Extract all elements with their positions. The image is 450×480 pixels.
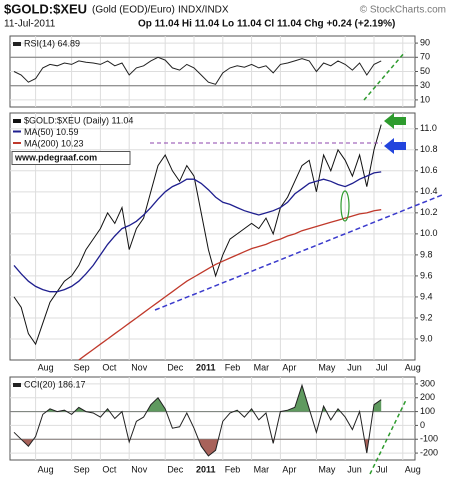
series-line (13, 124, 382, 346)
x-tick-label: Aug (38, 464, 54, 474)
x-tick-label: Aug (405, 464, 421, 474)
y-tick-label: 70 (420, 52, 430, 62)
legend-label: RSI(14) 64.89 (24, 38, 80, 48)
x-tick-label: 2011 (196, 464, 216, 474)
x-tick-label: Jul (376, 362, 388, 372)
trend-line (154, 194, 443, 311)
y-tick-label: 9.0 (420, 333, 433, 343)
legend-label: MA(50) 10.59 (24, 127, 79, 137)
y-tick-label: 9.2 (420, 312, 433, 322)
x-tick-label: Dec (167, 464, 184, 474)
instrument-name: (Gold (EOD)/Euro) (92, 5, 175, 16)
series-line (78, 209, 382, 360)
y-tick-label: 300 (420, 378, 435, 388)
y-tick-label: 10.8 (420, 144, 438, 154)
y-tick-label: 10.6 (420, 165, 438, 175)
x-tick-label: Apr (282, 464, 296, 474)
y-tick-label: 30 (420, 80, 430, 90)
x-tick-label: Feb (225, 464, 241, 474)
annotation: www.pdegraaf.com (14, 152, 97, 162)
legend-swatch (13, 42, 21, 46)
blue-arrow (384, 138, 406, 154)
y-tick-label: 10.0 (420, 228, 438, 238)
plot (13, 383, 382, 457)
highlight-ellipse (340, 190, 350, 222)
plot (13, 124, 382, 360)
y-tick-label: 200 (420, 392, 435, 402)
y-tick-label: -100 (420, 434, 438, 444)
legend-label: MA(200) 10.23 (24, 138, 84, 148)
x-tick-label: Mar (254, 464, 270, 474)
annotations (150, 51, 443, 475)
x-tick-label: Sep (74, 464, 90, 474)
series-line (13, 56, 382, 85)
y-tick-label: 9.6 (420, 270, 433, 280)
y-tick-label: 9.4 (420, 291, 433, 301)
x-tick-label: Jun (347, 362, 362, 372)
x-tick-label: Sep (74, 362, 90, 372)
y-tick-label: 50 (420, 66, 430, 76)
y-tick-label: 11.0 (420, 123, 437, 133)
x-tick-label: May (318, 464, 336, 474)
y-tick-label: 0 (420, 420, 425, 430)
y-tick-label: 10.4 (420, 186, 438, 196)
y-tick-label: -200 (420, 447, 438, 457)
y-tick-label: 10.2 (420, 207, 438, 217)
series-line (13, 383, 382, 457)
source: © StockCharts.com (360, 5, 446, 16)
x-tick-label: Nov (131, 362, 148, 372)
legend-label: CCI(20) 186.17 (24, 379, 86, 389)
x-tick-label: Nov (131, 464, 148, 474)
rsi-trend-line (363, 51, 406, 101)
series-line (13, 171, 382, 293)
x-tick-label: Feb (225, 362, 241, 372)
x-tick-label: Oct (102, 362, 117, 372)
x-tick-label: Jun (347, 464, 362, 474)
quote: Op 11.04 Hi 11.04 Lo 11.04 Cl 11.04 Chg … (138, 19, 395, 30)
legend-swatch (13, 119, 21, 123)
y-tick-label: 10 (420, 94, 430, 104)
panels: 90 70 50 30 10 RSI(14) 64.89 Aug Sep Oct Nov Dec 20… (9, 35, 438, 474)
y-tick-label: 9.8 (420, 249, 433, 259)
symbol: $GOLD:$XEU (4, 1, 87, 16)
annotation-box (11, 151, 131, 165)
legend-swatch (13, 130, 21, 133)
legend-swatch (13, 142, 21, 144)
x-tick-label: Aug (38, 362, 54, 372)
y-tick-label: 100 (420, 406, 435, 416)
x-tick-label: Oct (102, 464, 117, 474)
y-tick-label: 90 (420, 37, 430, 47)
plot (13, 56, 382, 85)
x-tick-label: Mar (254, 362, 270, 372)
legend-swatch (13, 383, 21, 387)
x-tick-label: Aug (405, 362, 421, 372)
x-tick-label: May (318, 362, 336, 372)
green-arrow (384, 113, 406, 129)
x-tick-label: Dec (167, 362, 184, 372)
x-tick-label: 2011 (196, 362, 216, 372)
exchange: INDX/INDX (178, 5, 229, 16)
x-tick-label: Apr (282, 362, 296, 372)
legend-label: $GOLD:$XEU (Daily) 11.04 (24, 115, 133, 125)
date: 11-Jul-2011 (4, 19, 56, 30)
x-tick-label: Jul (376, 464, 388, 474)
